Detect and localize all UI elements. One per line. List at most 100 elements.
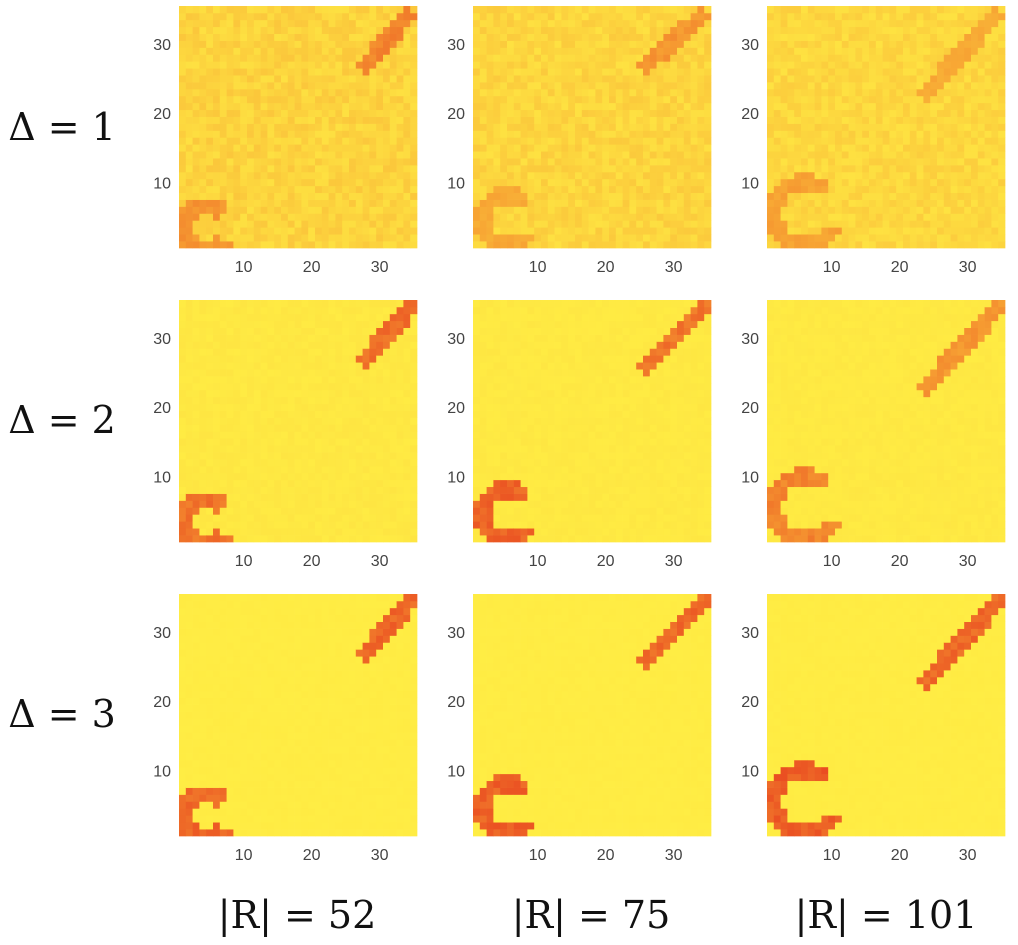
heatmap-cell: [656, 82, 664, 90]
heatmap-cell: [410, 334, 418, 342]
heatmap-cell: [909, 109, 917, 117]
heatmap-cell: [179, 507, 187, 515]
heatmap-cell: [179, 88, 187, 97]
heatmap-cell: [821, 68, 829, 76]
heatmap-cell: [233, 213, 241, 221]
heatmap-cell: [369, 389, 377, 398]
heatmap-cell: [321, 61, 329, 69]
heatmap-cell: [568, 88, 576, 97]
heatmap-cell: [534, 158, 542, 166]
heatmap-cell: [964, 54, 972, 62]
heatmap-cell: [192, 241, 200, 249]
heatmap-cell: [213, 47, 221, 55]
heatmap-cell: [328, 369, 336, 377]
heatmap-cell: [773, 137, 781, 145]
heatmap-cell: [192, 6, 200, 14]
heatmap-cell: [199, 479, 207, 488]
heatmap-cell: [321, 389, 329, 398]
heatmap-cell: [568, 61, 576, 69]
heatmap-cell: [253, 82, 261, 90]
heatmap-cell: [609, 68, 617, 76]
heatmap-cell: [479, 521, 487, 529]
heatmap-cell: [801, 227, 809, 235]
heatmap-cell: [479, 95, 487, 104]
heatmap-cell: [294, 521, 302, 529]
heatmap-cell: [321, 300, 329, 308]
heatmap-cell: [349, 33, 357, 41]
heatmap-cell: [595, 116, 603, 124]
heatmap-cell: [206, 493, 214, 501]
heatmap-cell: [889, 234, 897, 242]
heatmap-cell: [403, 33, 411, 41]
heatmap-cell: [179, 445, 187, 453]
heatmap-cell: [335, 486, 343, 494]
heatmap-cell: [219, 313, 227, 322]
heatmap-cell: [301, 130, 309, 138]
heatmap-cell: [971, 151, 979, 159]
heatmap-cell: [335, 130, 343, 138]
heatmap-cell: [807, 54, 815, 62]
heatmap-cell: [389, 26, 397, 34]
heatmap-cell: [260, 88, 268, 97]
heatmap-cell: [342, 507, 350, 515]
heatmap-cell: [267, 300, 275, 308]
heatmap-cell: [690, 171, 698, 180]
heatmap-cell: [581, 199, 589, 207]
heatmap-cell: [923, 102, 931, 111]
heatmap-cell: [206, 151, 214, 159]
heatmap-cell: [862, 171, 870, 180]
heatmap-cell: [206, 109, 214, 117]
heatmap-cell: [274, 158, 282, 166]
heatmap-cell: [821, 88, 829, 97]
heatmap-cell: [821, 109, 829, 117]
heatmap-cell: [247, 535, 255, 543]
heatmap-cell: [335, 95, 343, 104]
heatmap-cell: [260, 459, 268, 467]
heatmap-cell: [984, 151, 992, 159]
heatmap-cell: [376, 535, 384, 543]
heatmap-cell: [882, 12, 890, 21]
heatmap-cell: [595, 19, 603, 28]
heatmap-cell: [315, 116, 323, 124]
heatmap-cell: [233, 227, 241, 235]
heatmap-cell: [903, 151, 911, 159]
heatmap-cell: [383, 95, 391, 104]
heatmap-cell: [349, 348, 357, 356]
heatmap-cell: [629, 165, 637, 173]
heatmap-cell: [396, 19, 404, 28]
heatmap-cell: [670, 178, 678, 187]
heatmap-cell: [807, 192, 815, 200]
heatmap-cell: [622, 26, 630, 34]
heatmap-cell: [622, 192, 630, 200]
heatmap-cell: [991, 12, 999, 21]
heatmap-cell: [909, 165, 917, 173]
heatmap-cell: [321, 12, 329, 21]
heatmap-cell: [335, 185, 343, 194]
heatmap-cell: [308, 431, 316, 439]
heatmap-cell: [321, 26, 329, 34]
heatmap-cell: [780, 68, 788, 76]
heatmap-cell: [493, 88, 501, 97]
heatmap-cell: [479, 431, 487, 439]
heatmap-cell: [855, 19, 863, 28]
heatmap-cell: [773, 75, 781, 83]
heatmap-cell: [328, 75, 336, 83]
heatmap-cell: [219, 192, 227, 200]
heatmap-cell: [179, 306, 187, 315]
heatmap-cell: [281, 500, 289, 508]
heatmap-cell: [369, 68, 377, 76]
heatmap-cell: [185, 12, 193, 21]
heatmap-cell: [595, 178, 603, 187]
heatmap-cell: [199, 40, 207, 48]
heatmap-cell: [355, 514, 363, 522]
heatmap-cell: [773, 26, 781, 34]
heatmap-cell: [287, 465, 295, 474]
heatmap-cell: [253, 479, 261, 488]
heatmap-cell: [896, 75, 904, 83]
heatmap-cell: [500, 33, 508, 41]
heatmap-cell: [677, 26, 685, 34]
heatmap-cell: [274, 227, 282, 235]
heatmap-cell: [841, 61, 849, 69]
heatmap-cell: [690, 192, 698, 200]
heatmap-cell: [909, 185, 917, 194]
